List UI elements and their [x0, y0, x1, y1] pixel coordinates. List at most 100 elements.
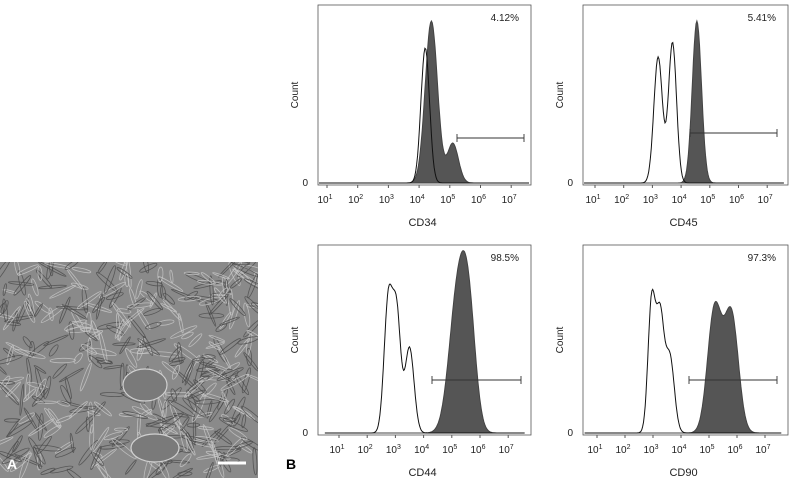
cell: [201, 354, 216, 359]
cell: [198, 312, 225, 319]
cell: [14, 262, 21, 276]
cell: [55, 415, 73, 423]
cell: [66, 268, 84, 291]
cell: [171, 467, 193, 478]
x-tick-label: 105: [699, 444, 714, 456]
y-label: Count: [290, 326, 301, 353]
filled-histogram: [319, 19, 529, 184]
cell: [78, 439, 99, 466]
cell: [161, 361, 178, 375]
cell: [234, 337, 251, 358]
cell: [97, 262, 108, 274]
panel-label: A: [7, 456, 17, 472]
cell: [106, 324, 125, 336]
y-label: Count: [555, 326, 566, 353]
cell: [31, 278, 39, 297]
cell: [0, 303, 6, 316]
cell: [160, 303, 177, 313]
cell: [69, 401, 88, 418]
cell: [118, 412, 139, 418]
x-tick-label: 103: [643, 194, 658, 206]
plot-frame: [582, 244, 789, 436]
tick-exponent: 7: [769, 194, 773, 201]
cell: [222, 417, 237, 422]
cell: [34, 300, 52, 315]
plot-frame: [317, 244, 532, 436]
x-tick-label: 101: [329, 444, 344, 456]
cell: [26, 357, 33, 383]
cell: [216, 367, 244, 381]
tick-base: 10: [410, 195, 422, 206]
gate-bracket: [456, 134, 525, 142]
cell: [122, 411, 149, 419]
cell: [181, 360, 194, 384]
cell: [68, 321, 75, 340]
percentage: 98.5%: [491, 253, 519, 264]
x-tick-label: 106: [470, 444, 485, 456]
cell: [0, 449, 9, 472]
cell: [240, 405, 258, 426]
y-label: Count: [555, 81, 566, 108]
cell: [146, 291, 164, 311]
filled-histogram: [584, 19, 784, 184]
cell: [240, 436, 258, 452]
cell: [35, 378, 47, 398]
cell: [197, 426, 214, 431]
cell: [198, 391, 230, 403]
tick-exponent: 7: [513, 194, 517, 201]
gate-bracket: [431, 376, 522, 384]
x-tick-label: 105: [440, 194, 455, 206]
cell: [88, 347, 117, 357]
tick-exponent: 2: [369, 444, 373, 451]
cell: [242, 264, 258, 276]
tick-exponent: 5: [453, 444, 457, 451]
control-histogram: [584, 41, 784, 184]
tick-base: 10: [643, 445, 655, 456]
cell: [219, 451, 225, 467]
cell: [220, 373, 250, 391]
cell: [69, 405, 97, 414]
cell: [167, 399, 196, 417]
cell: [136, 309, 151, 330]
filled-histogram: [584, 300, 782, 434]
cell: [208, 397, 226, 423]
tick-base: 10: [358, 445, 370, 456]
cell: [116, 312, 121, 342]
cell: [181, 331, 194, 340]
tick-base: 10: [317, 195, 329, 206]
cell: [6, 420, 33, 438]
cell: [200, 272, 216, 285]
cell: [5, 381, 22, 398]
plot-frame: [582, 4, 789, 186]
cell: [80, 344, 98, 355]
cell: [2, 306, 21, 331]
cell: [196, 453, 221, 460]
cell: [103, 431, 124, 441]
tick-base: 10: [440, 195, 452, 206]
tick-base: 10: [329, 445, 341, 456]
x-tick-label: 101: [587, 444, 602, 456]
x-tick-label: 106: [471, 194, 486, 206]
cell: [0, 376, 25, 386]
y-label: Count: [290, 81, 301, 108]
x-tick-label: 104: [672, 194, 687, 206]
cell: [111, 302, 131, 328]
cell: [224, 398, 236, 415]
cell: [37, 266, 43, 281]
control-histogram: [584, 288, 782, 434]
cell: [34, 412, 47, 431]
cell: [198, 361, 216, 368]
x-tick-label: 102: [615, 444, 630, 456]
cell: [209, 293, 233, 297]
cell: [85, 331, 98, 342]
cell: [2, 288, 17, 294]
y-zero: 0: [567, 178, 573, 189]
cell: [188, 333, 203, 348]
cell: [129, 288, 137, 308]
cell: [47, 408, 62, 428]
cell: [208, 341, 220, 351]
tick-base: 10: [585, 195, 597, 206]
cell: [246, 330, 258, 339]
x-tick-label: 104: [414, 444, 429, 456]
